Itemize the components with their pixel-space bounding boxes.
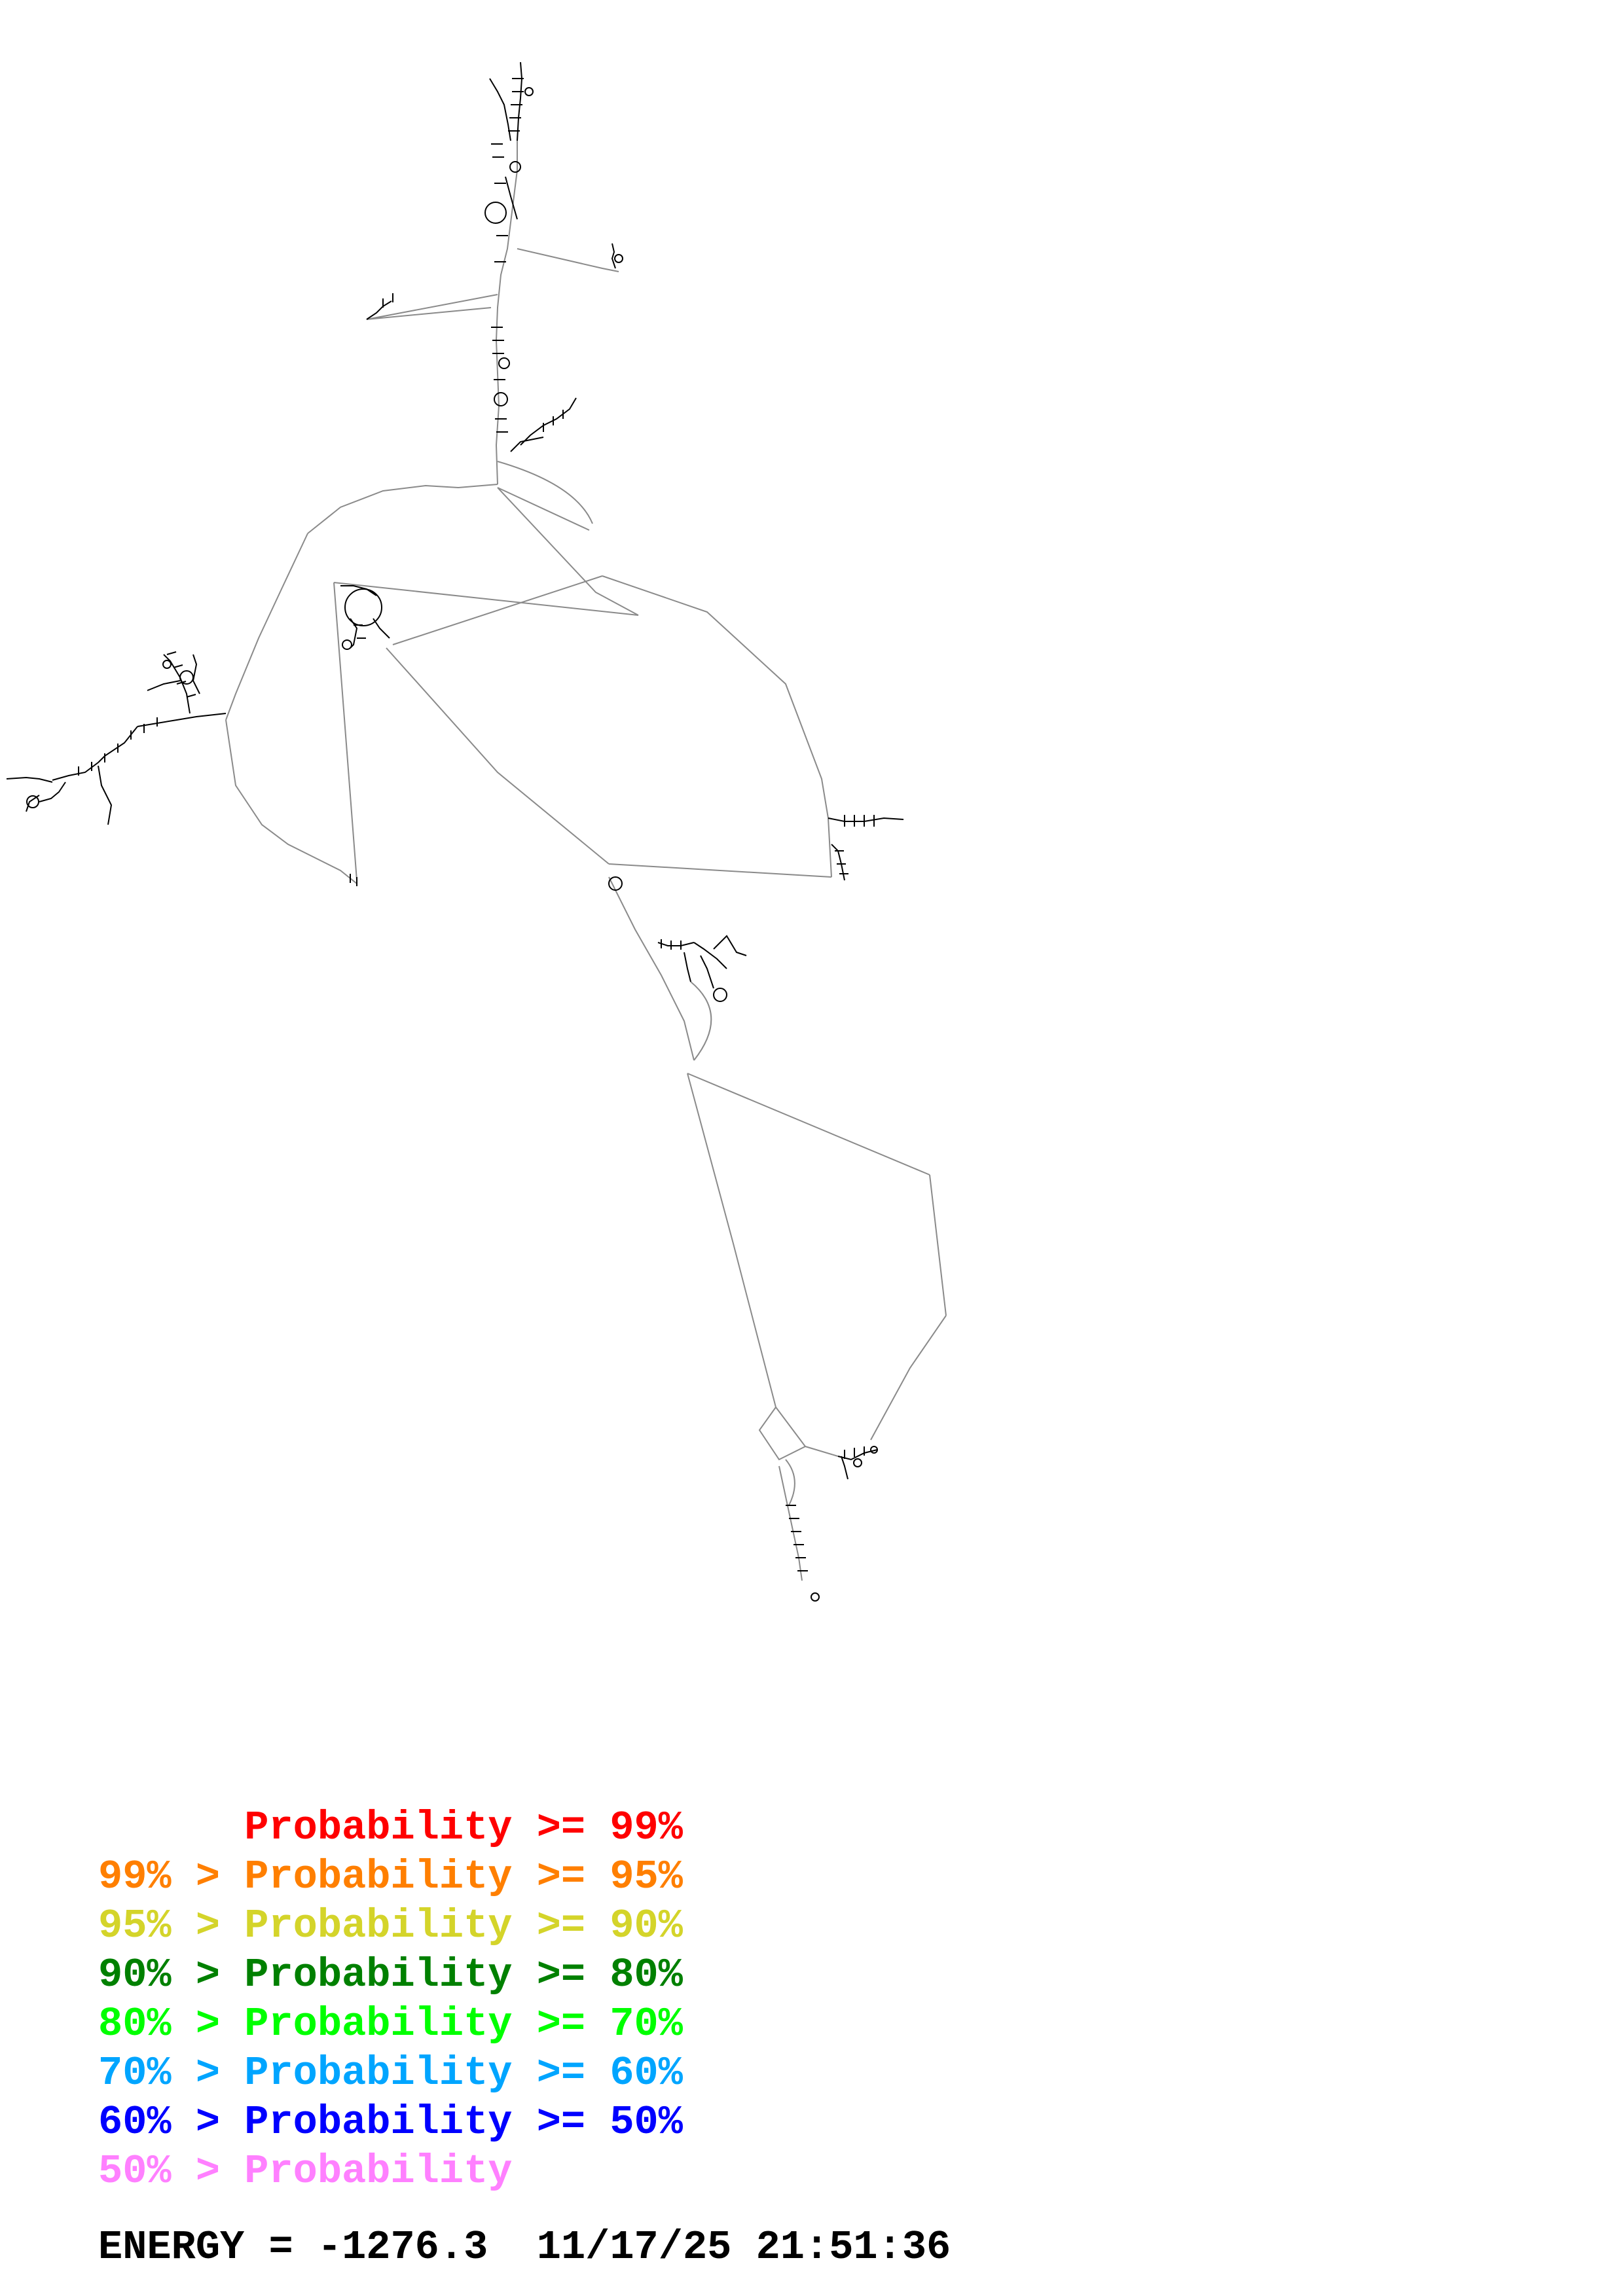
legend-item: 80% > Probability >= 70% (98, 2001, 683, 2047)
base-pair-ticks (78, 78, 875, 1571)
legend-item: 60% > Probability >= 50% (98, 2099, 683, 2145)
legend-item: 99% > Probability >= 95% (98, 1854, 683, 1900)
energy-footer: ENERGY = -1276.3 11/17/25 21:51:36 (98, 2224, 951, 2270)
energy-value: -1276.3 (317, 2224, 488, 2270)
backbone-lines (225, 141, 947, 1581)
legend-item: Probability >= 99% (98, 1804, 683, 1851)
legend-item: 70% > Probability >= 60% (98, 2050, 683, 2096)
timestamp: 11/17/25 21:51:36 (536, 2224, 951, 2270)
footer-gap (488, 2224, 536, 2270)
legend-item: 90% > Probability >= 80% (98, 1952, 683, 1998)
energy-label: ENERGY = (98, 2224, 318, 2270)
rna-structure-diagram (6, 62, 947, 1602)
probability-legend: Probability >= 99% 99% > Probability >= 9… (98, 1803, 949, 2196)
legend-item: 50% > Probability (98, 2148, 513, 2195)
loop-circles (26, 87, 878, 1602)
legend-item: 95% > Probability >= 90% (98, 1903, 683, 1949)
helix-stems (6, 62, 904, 1480)
